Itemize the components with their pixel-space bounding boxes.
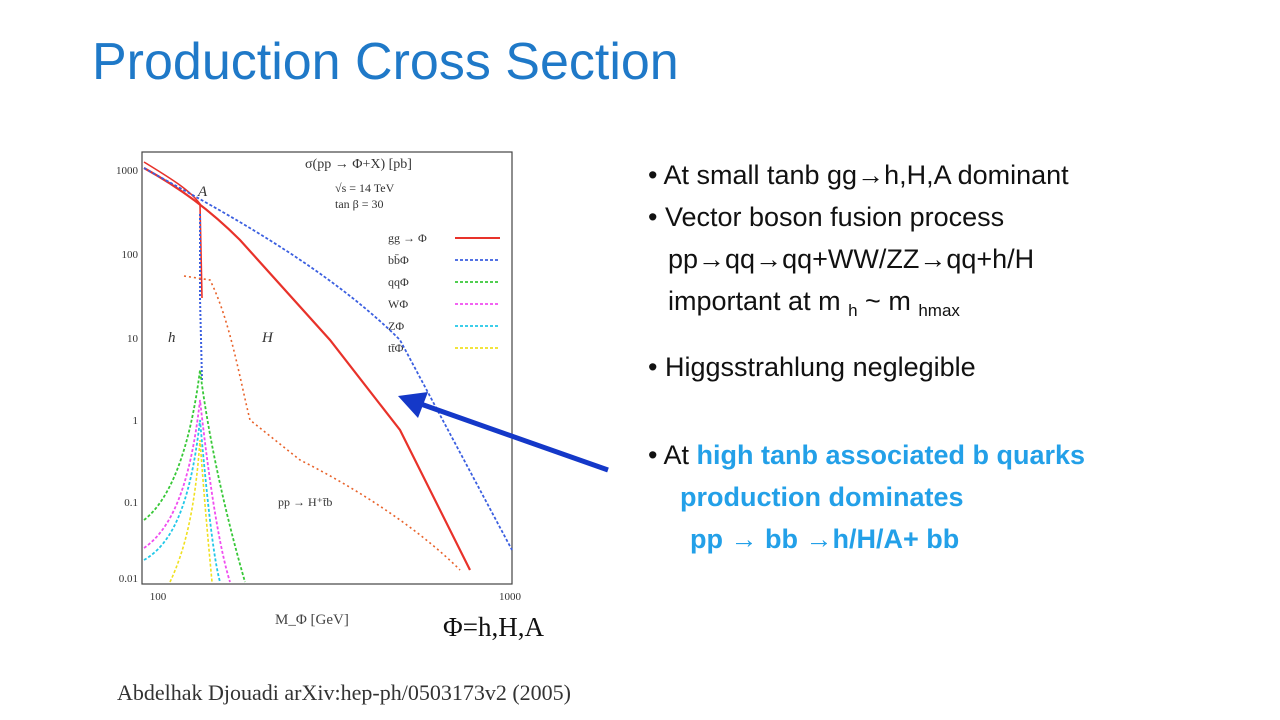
ytick-10: 10 xyxy=(127,333,139,345)
phi-definition: Φ=h,H,A xyxy=(443,612,544,642)
x-axis-label: M_Φ [GeV] xyxy=(275,612,349,628)
bb-curve xyxy=(143,167,513,551)
qq-curve xyxy=(143,369,246,583)
plot-frame xyxy=(141,151,513,585)
z-curve xyxy=(143,419,221,583)
bullet-vbf: • Vector boson fusion process xyxy=(648,202,1005,232)
w-curve xyxy=(143,399,231,583)
curve-label-A: A xyxy=(197,184,208,200)
ytick-0.01: 0.01 xyxy=(119,573,138,585)
citation: Abdelhak Djouadi arXiv:hep-ph/0503173v2 … xyxy=(117,680,571,705)
legend-label-1: bb̄Φ xyxy=(388,253,409,267)
bullet-small-tanb: • At small tanb gg→h,H,A dominant xyxy=(648,160,1069,190)
bullet-production-dominates: production dominates xyxy=(680,482,964,512)
legend-label-3: WΦ xyxy=(388,297,408,311)
bullet-higgsstrahlung: • Higgsstrahlung neglegible xyxy=(648,352,976,382)
xtick-1000: 1000 xyxy=(499,591,522,603)
energy-label: √s = 14 TeV xyxy=(335,181,395,195)
cross-section-plot: 1000 100 10 1 0.1 0.01 100 1000 M_Φ [GeV… xyxy=(116,151,522,628)
curve-label-H: H xyxy=(261,330,274,346)
charged-higgs-label: pp → H⁺t̄b xyxy=(278,495,332,509)
ytick-100: 100 xyxy=(122,249,139,261)
gg-curve-H xyxy=(143,167,471,571)
curve-label-h: h xyxy=(168,330,176,346)
bullet-vbf-process: pp→qq→qq+WW/ZZ→qq+h/H xyxy=(668,244,1035,274)
legend-label-2: qqΦ xyxy=(388,275,409,289)
ytick-1000: 1000 xyxy=(116,165,139,177)
bullet-high-tanb: • At high tanb associated b quarks xyxy=(648,440,1086,470)
tt-curve xyxy=(169,439,213,583)
slide-title: Production Cross Section xyxy=(92,33,679,91)
ytick-1: 1 xyxy=(133,415,139,427)
bullet-vbf-important: important at m h ~ m hmax xyxy=(668,286,960,320)
bb-curve-h xyxy=(199,214,203,381)
xtick-100: 100 xyxy=(150,591,167,603)
legend-label-5: tt̄Φ xyxy=(388,341,404,355)
gg-curve-h xyxy=(143,161,203,299)
bullet-pp-bb: pp → bb →h/H/A+ bb xyxy=(690,524,960,554)
tanbeta-label: tan β = 30 xyxy=(335,197,384,211)
legend-label-4: ZΦ xyxy=(388,319,404,333)
ytick-0.1: 0.1 xyxy=(124,497,138,509)
plot-ylabel: σ(pp → Φ+X) [pb] xyxy=(305,157,412,172)
legend-label-0: gg → Φ xyxy=(388,231,427,245)
